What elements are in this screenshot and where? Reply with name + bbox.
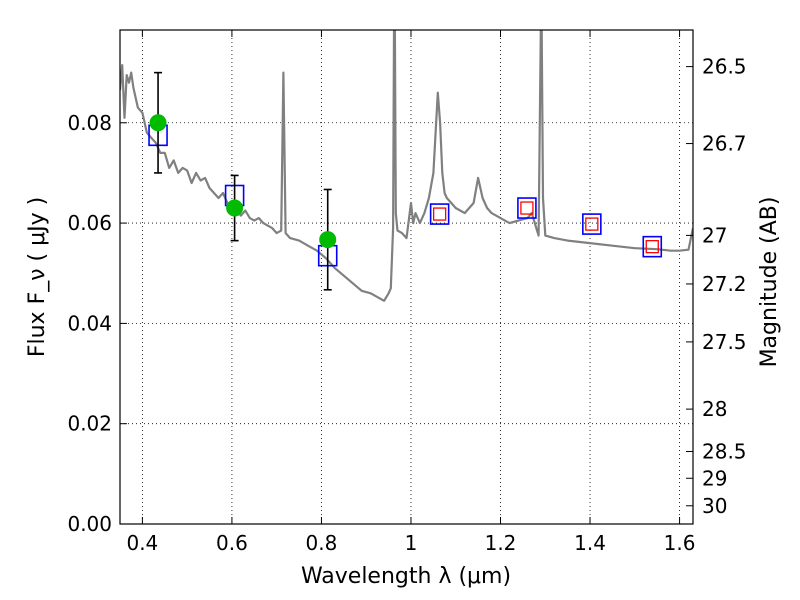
mag-tick-label: 27.2 <box>702 272 747 296</box>
x-tick-label: 0.4 <box>126 531 158 555</box>
model-photometry-box <box>582 213 602 235</box>
x-tick-label: 1.6 <box>664 531 696 555</box>
y-tick-label: 0.00 <box>67 512 112 536</box>
observed-photometry-layer <box>149 114 337 249</box>
observed-photometry-point <box>226 199 244 217</box>
mag-tick-label: 28 <box>702 397 727 421</box>
spectrum-layer <box>120 30 693 302</box>
model-photometry-box <box>517 197 537 219</box>
axis-ticks <box>120 30 693 525</box>
y-axis-right-label: Magnitude (AB) <box>757 197 782 368</box>
mag-tick-label: 30 <box>702 494 727 518</box>
model-photometry-inner-box <box>585 217 599 231</box>
model-photometry-inner-box <box>432 207 447 221</box>
model-photometry-inner-box <box>645 240 659 254</box>
mag-tick-label: 29 <box>702 466 727 490</box>
y-axis-label: Flux F_ν ( μJy ) <box>25 197 50 357</box>
model-photometry-inner-box <box>520 201 534 215</box>
mag-tick-label: 28.5 <box>702 440 747 464</box>
x-tick-label: 1.4 <box>574 531 606 555</box>
model-photometry-box <box>642 235 663 258</box>
mag-tick-label: 27 <box>702 223 727 247</box>
x-tick-label: 1 <box>405 531 418 555</box>
y-tick-label: 0.08 <box>67 111 112 135</box>
plot-background <box>120 30 693 524</box>
mag-tick-label: 26.5 <box>702 55 747 79</box>
x-tick-label: 0.6 <box>216 531 248 555</box>
observed-photometry-point <box>319 231 337 249</box>
y-tick-label: 0.02 <box>67 412 112 436</box>
x-tick-label: 0.8 <box>306 531 338 555</box>
x-axis-label: Wavelength λ (μm) <box>301 564 511 589</box>
mag-tick-label: 27.5 <box>702 330 747 354</box>
axis-tick-labels: 0.4 0.6 0.8 1 1.2 1.4 1.6 0.00 0.02 0.04 0.06 0.08 2… <box>67 55 746 555</box>
observed-photometry-point <box>149 114 167 132</box>
plot-frame <box>119 29 694 525</box>
x-tick-label: 1.2 <box>485 531 517 555</box>
model-photometry-box <box>429 203 450 225</box>
y-tick-label: 0.06 <box>67 211 112 235</box>
mag-tick-label: 26.7 <box>702 132 747 156</box>
spectrum-line <box>120 30 693 302</box>
y-tick-label: 0.04 <box>67 311 112 335</box>
